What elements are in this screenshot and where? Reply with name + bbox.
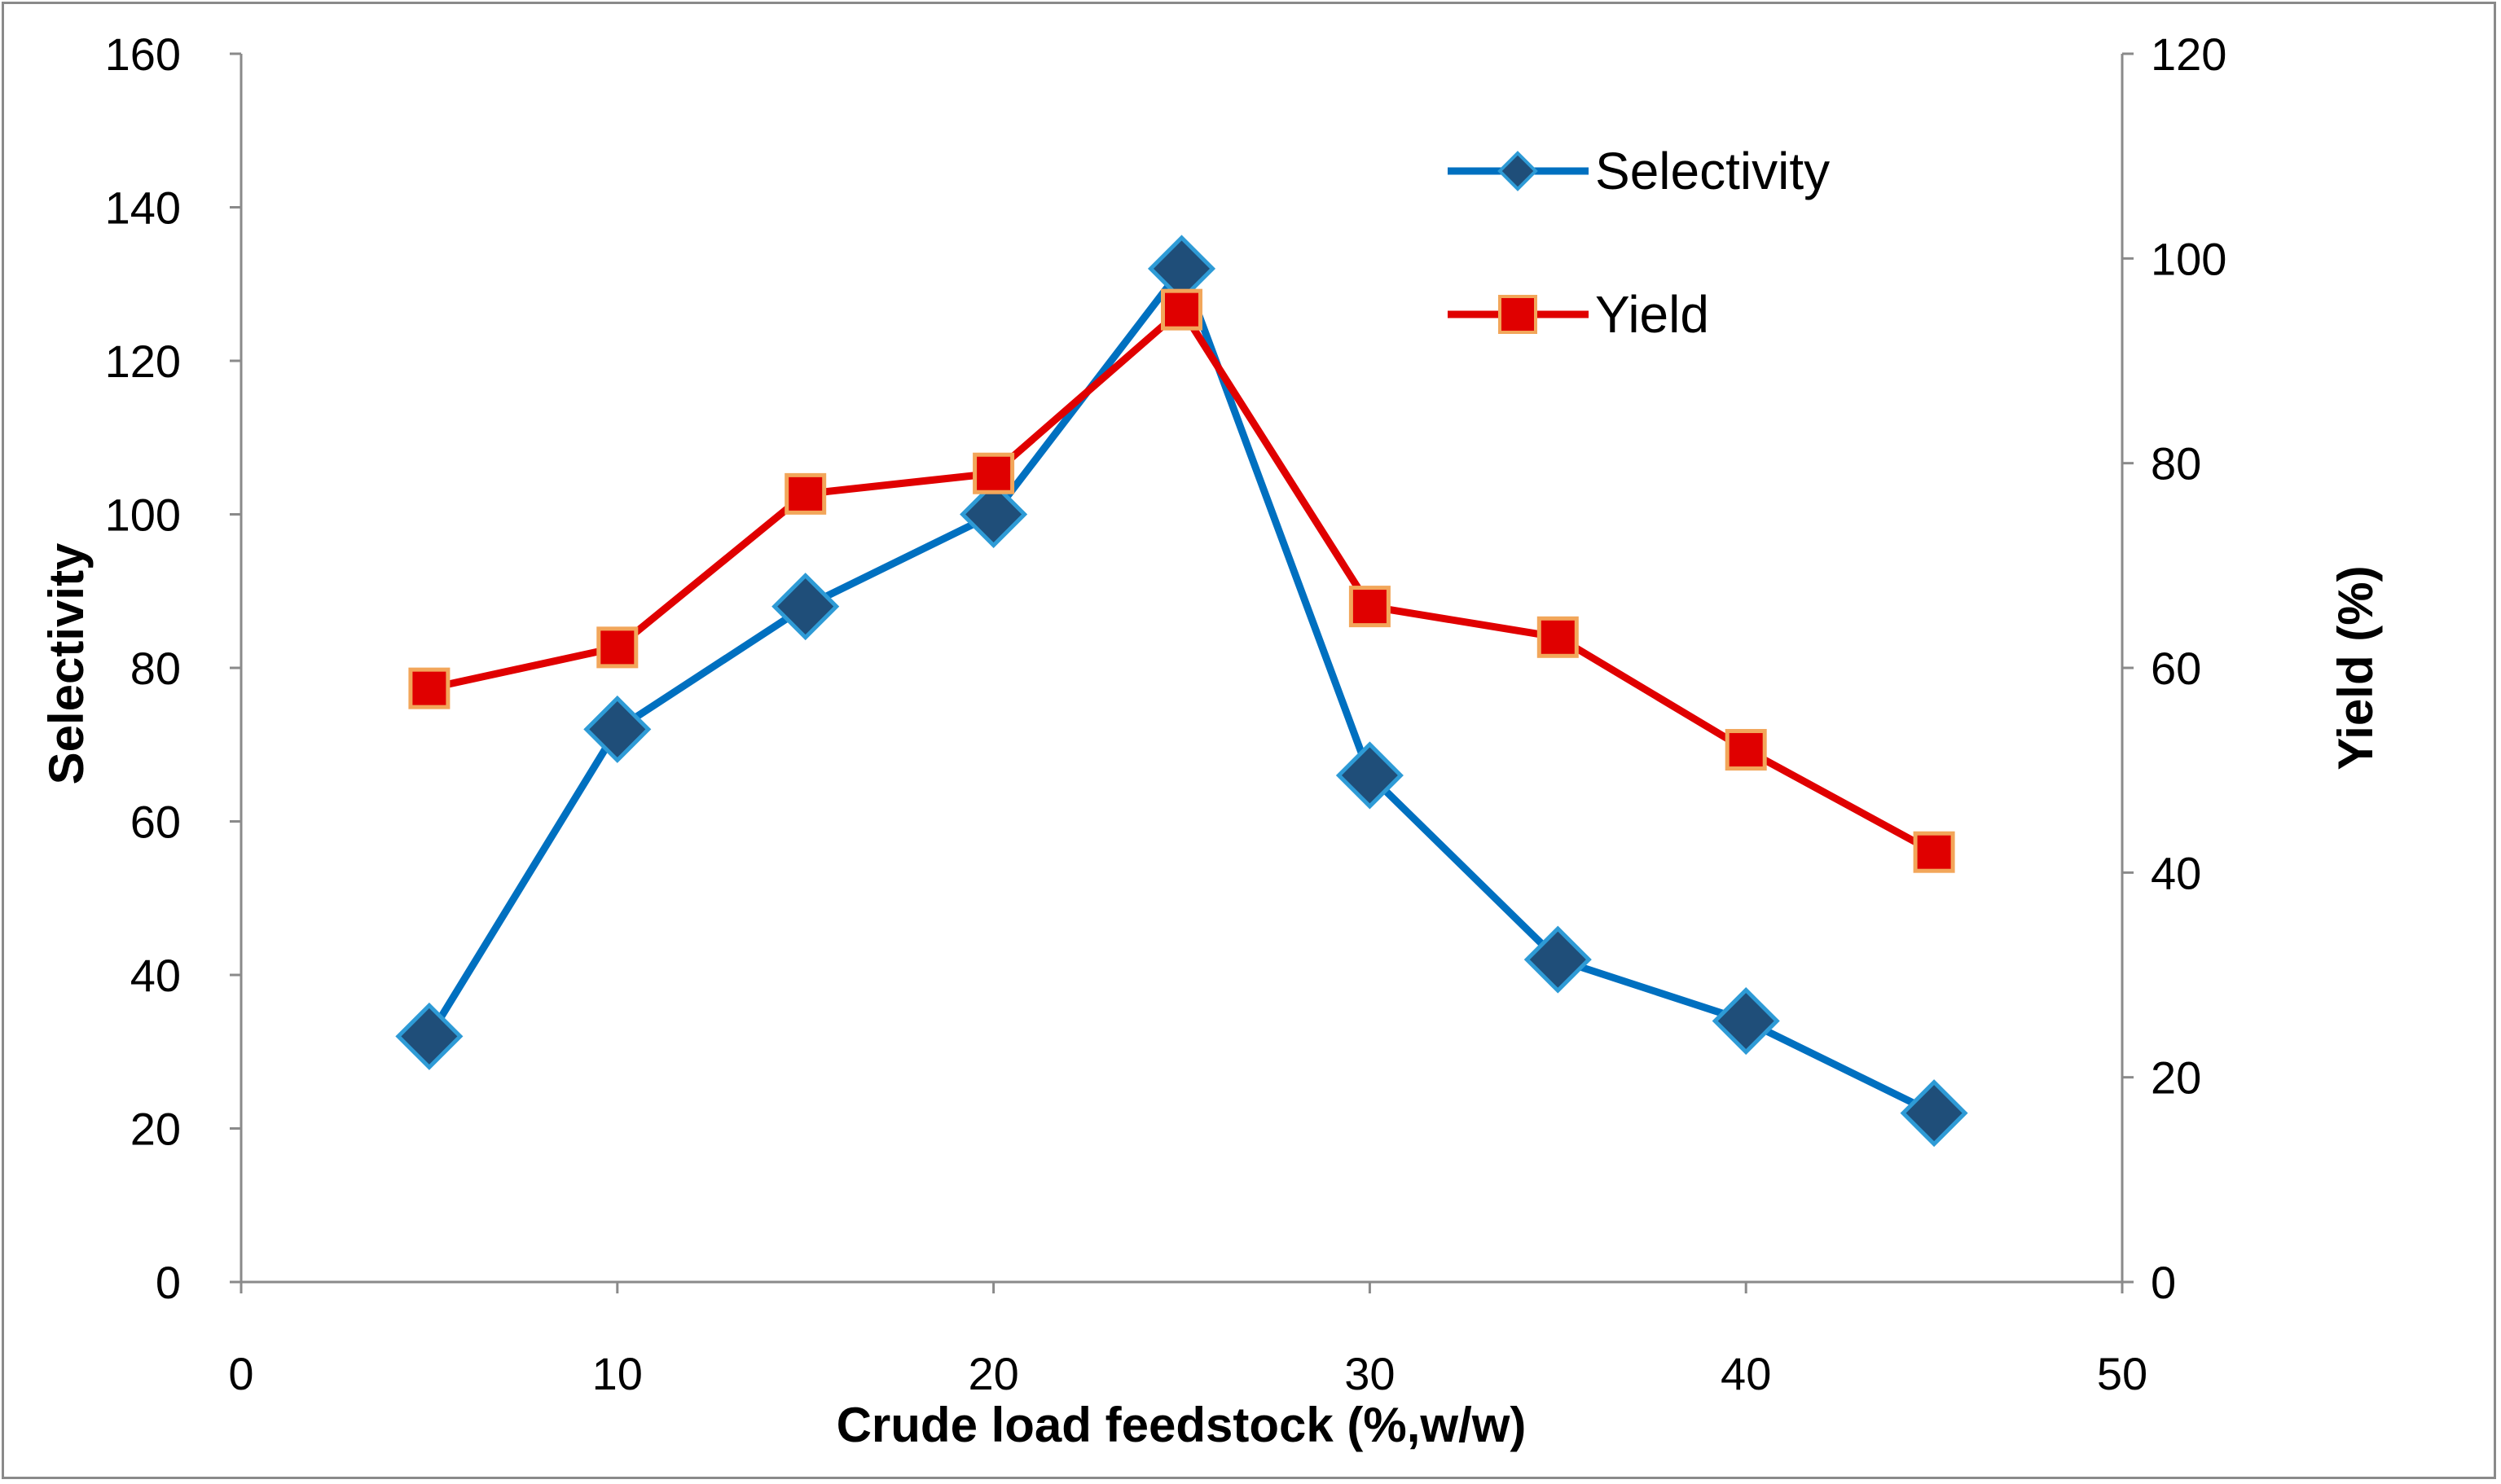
yield-point <box>1913 831 1955 873</box>
y-left-tick-label: 140 <box>105 182 181 234</box>
yield-point <box>785 472 827 515</box>
selectivity-point <box>1712 987 1780 1056</box>
y-right-tick-label: 80 <box>2151 438 2201 490</box>
x-tick-label: 20 <box>968 1348 1018 1399</box>
y-left-tick-label: 160 <box>105 29 181 80</box>
y-right-tick-label: 60 <box>2151 643 2201 694</box>
x-tick-label: 30 <box>1344 1348 1395 1399</box>
y-left-tick-label: 0 <box>156 1257 181 1308</box>
legend-selectivity-label: Selectivity <box>1595 142 1830 200</box>
selectivity-point <box>960 480 1028 549</box>
legend: Selectivity Yield <box>1448 142 1830 344</box>
yield-point <box>596 626 639 669</box>
y-left-tick-label: 120 <box>105 336 181 387</box>
y-left-tick-label: 40 <box>130 950 181 1001</box>
y-left-tick-label: 100 <box>105 490 181 541</box>
yield-point <box>408 667 451 709</box>
selectivity-point <box>583 695 652 763</box>
y-left-tick-label: 80 <box>130 643 181 694</box>
y-left-tick-label: 60 <box>130 797 181 848</box>
y-axis-right-title: Yield (%) <box>2328 565 2383 770</box>
legend-yield-marker <box>1498 295 1537 334</box>
yield-point <box>1348 586 1391 628</box>
selectivity-point <box>1523 925 1592 994</box>
yield-line <box>428 305 1936 856</box>
x-tick-label: 50 <box>2097 1348 2147 1399</box>
x-tick-label: 10 <box>592 1348 643 1399</box>
y-right-tick-label: 120 <box>2151 29 2226 80</box>
x-axis-title: Crude load feedstock (%,w/w) <box>837 1398 1527 1452</box>
y-left-tick-label: 20 <box>130 1104 181 1155</box>
series-lines-layer <box>426 265 1936 1117</box>
yield-point <box>1161 288 1202 331</box>
selectivity-point <box>395 1002 464 1070</box>
x-tick-label: 0 <box>228 1348 253 1399</box>
yield-point <box>1725 729 1767 771</box>
x-tick-label: 40 <box>1721 1348 1771 1399</box>
yield-point <box>973 452 1015 494</box>
selectivity-line <box>426 265 1936 1117</box>
y-axis-left-title: Selectivity <box>39 542 94 784</box>
y-right-tick-label: 100 <box>2151 233 2226 284</box>
legend-selectivity-marker <box>1497 151 1538 191</box>
y-right-tick-label: 0 <box>2151 1257 2176 1308</box>
selectivity-point <box>1335 741 1404 810</box>
y-right-tick-label: 20 <box>2151 1052 2201 1104</box>
axes-layer: 0 20 40 60 80 100 120 140 160 0 20 40 60 80 100 120 0 10 2… <box>39 29 2383 1452</box>
selectivity-point <box>1900 1079 1968 1148</box>
yield-point <box>1536 616 1579 658</box>
selectivity-point <box>771 573 840 641</box>
series-markers-layer <box>395 235 1968 1148</box>
legend-yield-label: Yield <box>1595 285 1709 344</box>
y-right-tick-label: 40 <box>2151 847 2201 898</box>
